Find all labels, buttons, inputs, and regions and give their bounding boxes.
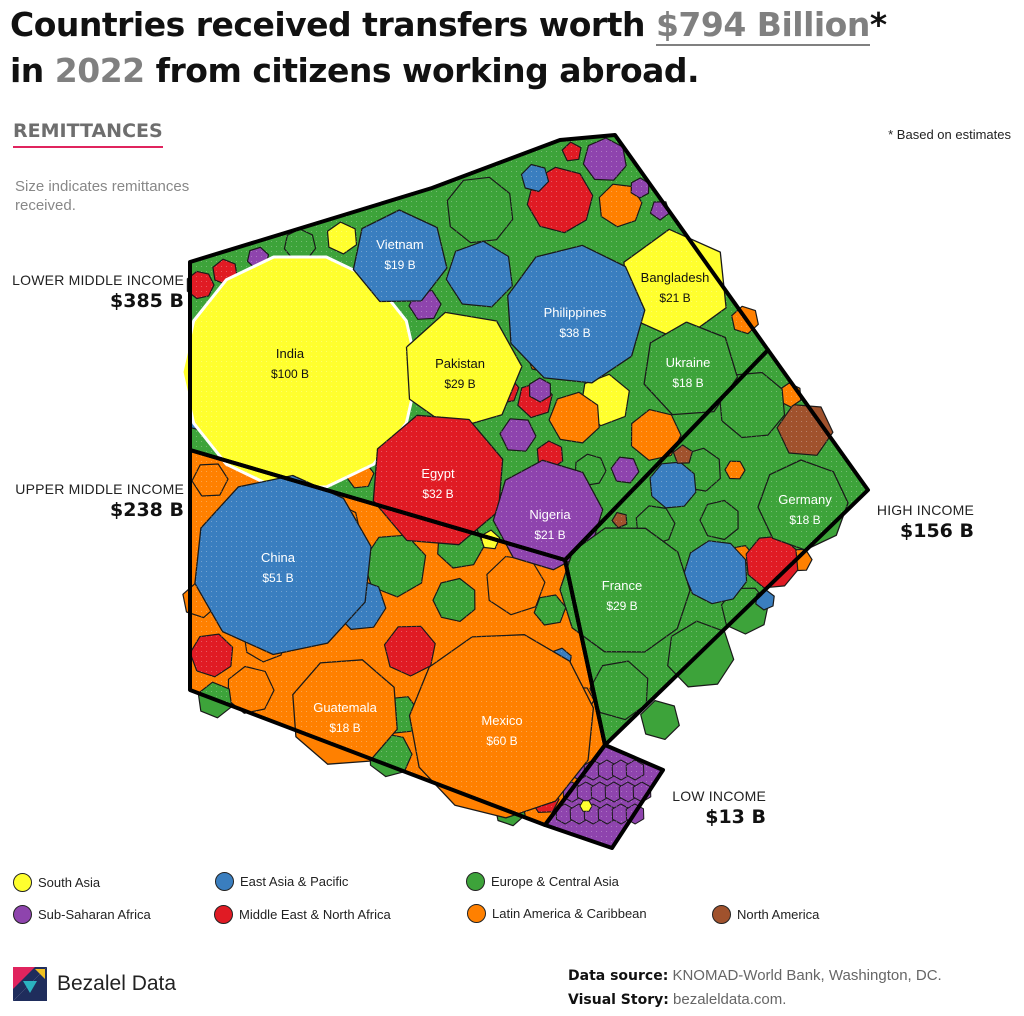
title-total-amount: $794 Billion bbox=[655, 5, 870, 46]
group-name: LOWER MIDDLE INCOME bbox=[12, 272, 184, 288]
country-name-pakistan: Pakistan bbox=[435, 356, 485, 371]
legend-label: Middle East & North Africa bbox=[239, 907, 391, 922]
source-label: Data source: bbox=[568, 968, 669, 984]
legend-item-middle-east-north-africa: Middle East & North Africa bbox=[214, 905, 391, 924]
legend-item-sub-saharan-africa: Sub-Saharan Africa bbox=[13, 905, 151, 924]
legend-swatch bbox=[13, 873, 32, 892]
legend-swatch bbox=[215, 872, 234, 891]
legend-item-south-asia: South Asia bbox=[13, 873, 100, 892]
credits: Data source: KNOMAD-World Bank, Washingt… bbox=[568, 964, 942, 1012]
group-label-high: HIGH INCOME $156 B bbox=[877, 502, 974, 542]
brand-name: Bezalel Data bbox=[57, 972, 177, 995]
group-label-low: LOW INCOME $13 B bbox=[672, 788, 766, 828]
country-name-nigeria: Nigeria bbox=[529, 507, 571, 522]
group-label-upper-middle: UPPER MIDDLE INCOME $238 B bbox=[15, 481, 184, 521]
group-name: HIGH INCOME bbox=[876, 502, 974, 518]
country-labels: India $100 B Vietnam $19 B Bangladesh $21 B Ph… bbox=[261, 237, 832, 748]
estimate-note: * Based on estimates bbox=[888, 127, 1011, 142]
country-name-guatemala: Guatemala bbox=[313, 700, 377, 715]
legend-item-east-asia-pacific: East Asia & Pacific bbox=[215, 872, 348, 891]
legend-label: South Asia bbox=[38, 875, 101, 890]
group-value: $13 B bbox=[705, 806, 766, 828]
legend-swatch bbox=[712, 905, 731, 924]
country-value-india: $100 B bbox=[271, 367, 309, 381]
source-value: KNOMAD-World Bank, Washington, DC. bbox=[672, 967, 942, 984]
country-value-philippines: $38 B bbox=[559, 326, 590, 340]
income-group-boundaries bbox=[188, 133, 870, 850]
group-boundary-2 bbox=[563, 348, 870, 747]
title-year: 2022 bbox=[54, 51, 145, 90]
texture-overlay bbox=[190, 135, 868, 848]
legend-swatch bbox=[466, 872, 485, 891]
section-label: REMITTANCES bbox=[13, 120, 163, 148]
title-line2-text: from citizens working abroad. bbox=[144, 51, 700, 90]
texture-region-0 bbox=[190, 135, 768, 560]
country-name-ukraine: Ukraine bbox=[666, 355, 711, 370]
group-name: UPPER MIDDLE INCOME bbox=[15, 481, 184, 497]
country-value-france: $29 B bbox=[606, 599, 637, 613]
legend-label: Europe & Central Asia bbox=[491, 874, 619, 889]
country-name-egypt: Egypt bbox=[421, 466, 455, 481]
legend-label: East Asia & Pacific bbox=[240, 874, 349, 889]
country-name-germany: Germany bbox=[778, 492, 832, 507]
legend-swatch bbox=[214, 905, 233, 924]
country-value-mexico: $60 B bbox=[486, 734, 517, 748]
texture-region-2 bbox=[565, 350, 868, 745]
legend-swatch bbox=[13, 905, 32, 924]
country-name-bangladesh: Bangladesh bbox=[641, 270, 710, 285]
legend-swatch bbox=[467, 904, 486, 923]
country-value-china: $51 B bbox=[262, 571, 293, 585]
country-value-guatemala: $18 B bbox=[329, 721, 360, 735]
story-label: Visual Story: bbox=[568, 992, 669, 1008]
country-name-china: China bbox=[261, 550, 296, 565]
chart-subtitle: Size indicates remittances received. bbox=[15, 178, 190, 214]
country-name-vietnam: Vietnam bbox=[376, 237, 423, 252]
country-value-egypt: $32 B bbox=[422, 487, 453, 501]
bezalel-logo-icon bbox=[13, 967, 47, 1001]
country-name-france: France bbox=[602, 578, 642, 593]
title-asterisk: * bbox=[869, 5, 887, 44]
texture-region-3 bbox=[545, 745, 663, 848]
country-value-vietnam: $19 B bbox=[384, 258, 415, 272]
minor-country-cell-63 bbox=[640, 699, 680, 741]
country-value-pakistan: $29 B bbox=[444, 377, 475, 391]
country-name-india: India bbox=[276, 346, 305, 361]
chart-title: Countries received transfers worth $794 … bbox=[10, 2, 1010, 94]
group-value: $238 B bbox=[110, 499, 184, 521]
texture-region-1 bbox=[190, 450, 605, 825]
country-value-bangladesh: $21 B bbox=[659, 291, 690, 305]
group-value: $156 B bbox=[900, 520, 974, 542]
title-line1-text: Countries received transfers worth bbox=[10, 5, 656, 44]
group-label-lower-middle: LOWER MIDDLE INCOME $385 B bbox=[12, 272, 184, 312]
legend-label: North America bbox=[737, 907, 820, 922]
country-name-mexico: Mexico bbox=[481, 713, 522, 728]
group-value: $385 B bbox=[110, 290, 184, 312]
group-name: LOW INCOME bbox=[672, 788, 766, 804]
legend-item-north-america: North America bbox=[712, 905, 819, 924]
group-boundary-3 bbox=[543, 743, 665, 850]
story-value: bezaleldata.com. bbox=[673, 991, 787, 1008]
country-name-philippines: Philippines bbox=[544, 305, 607, 320]
country-value-nigeria: $21 B bbox=[534, 528, 565, 542]
legend-label: Sub-Saharan Africa bbox=[38, 907, 151, 922]
country-value-germany: $18 B bbox=[789, 513, 820, 527]
legend-label: Latin America & Caribbean bbox=[492, 906, 647, 921]
legend-item-latin-america-caribbean: Latin America & Caribbean bbox=[467, 904, 647, 923]
title-line2-prefix: in bbox=[10, 51, 55, 90]
brand-logo: Bezalel Data bbox=[13, 967, 176, 1001]
legend-item-europe-central-asia: Europe & Central Asia bbox=[466, 872, 619, 891]
country-value-ukraine: $18 B bbox=[672, 376, 703, 390]
